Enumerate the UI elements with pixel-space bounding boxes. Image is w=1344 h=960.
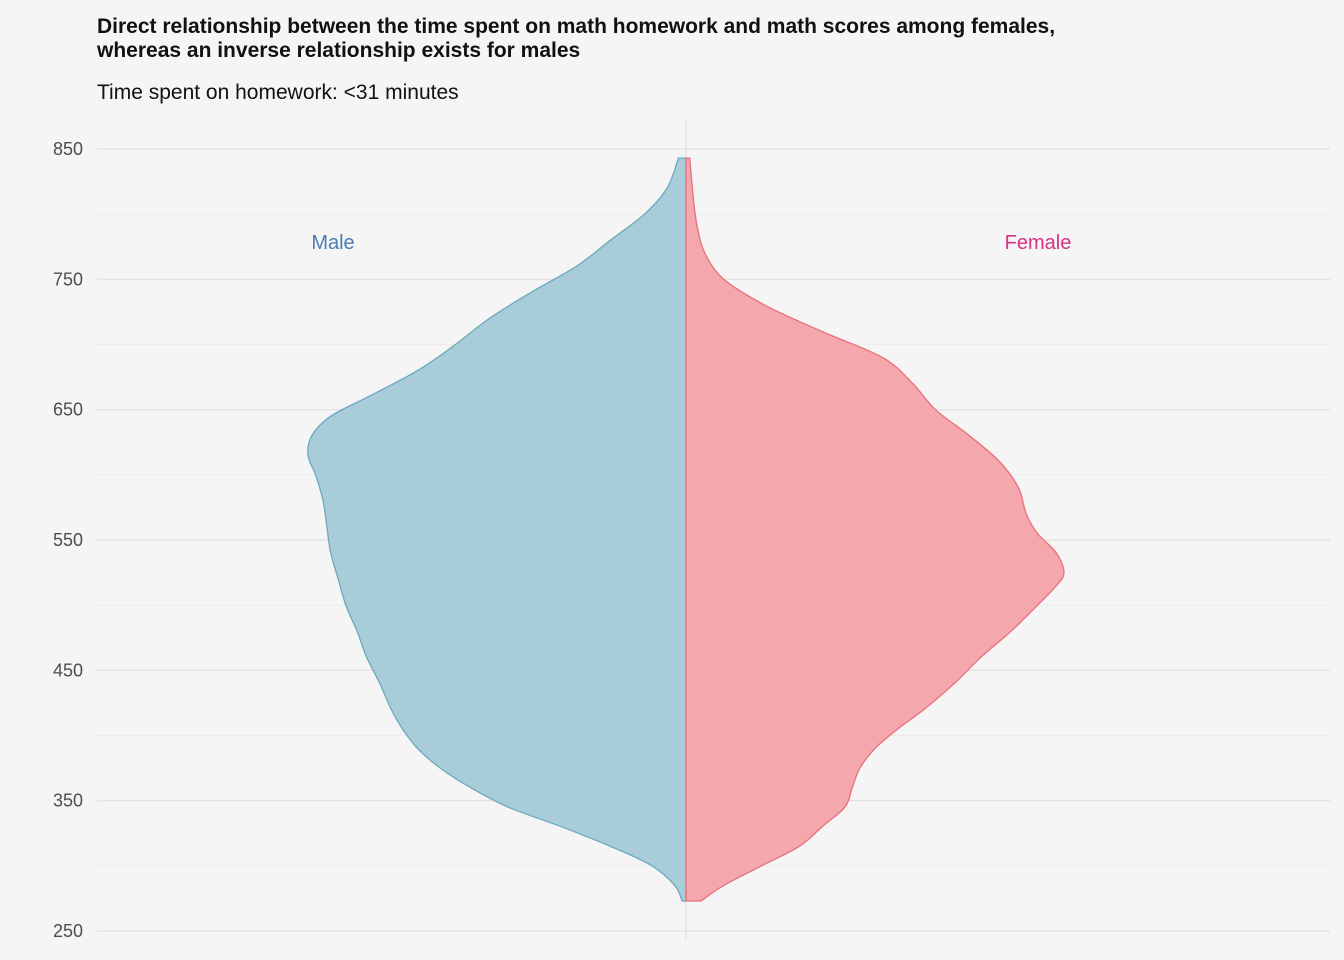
group-labels: Male Female [311, 232, 1071, 254]
y-axis: 250 350 450 550 650 750 850 [53, 139, 83, 941]
y-tick-label: 250 [53, 921, 83, 941]
group-label-female: Female [1005, 232, 1072, 254]
y-tick-label: 550 [53, 530, 83, 550]
y-tick-label: 350 [53, 791, 83, 811]
y-tick-label: 650 [53, 400, 83, 420]
chart-subtitle: Time spent on homework: <31 minutes [97, 81, 459, 104]
chart-title: Direct relationship between the time spe… [97, 15, 1056, 62]
y-tick-label: 850 [53, 139, 83, 159]
violin-areas [307, 157, 1065, 902]
violin-female [685, 157, 1065, 902]
y-tick-label: 450 [53, 660, 83, 680]
violin-male [307, 157, 687, 902]
y-tick-label: 750 [53, 269, 83, 289]
group-label-male: Male [311, 232, 354, 254]
